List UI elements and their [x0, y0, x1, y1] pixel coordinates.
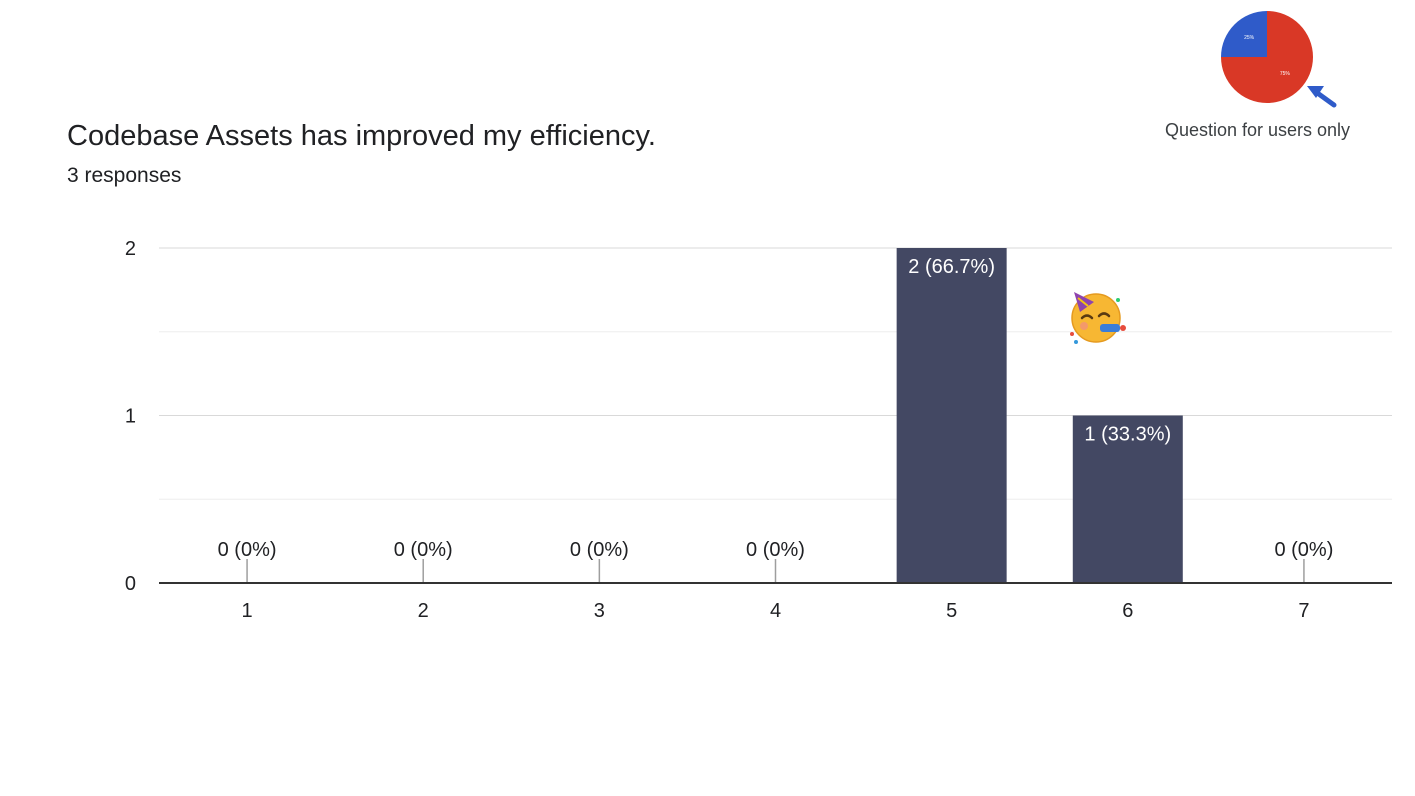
pie-slice	[1221, 11, 1267, 57]
y-tick-label: 1	[125, 406, 136, 428]
data-label: 2 (66.7%)	[908, 256, 995, 278]
gridlines	[159, 247, 1392, 500]
inset-caption: Question for users only	[1164, 120, 1351, 140]
x-tick-label: 7	[1298, 600, 1309, 622]
data-label: 0 (0%)	[218, 539, 277, 561]
x-tick-label: 1	[242, 600, 253, 622]
x-tick-label: 6	[1122, 600, 1133, 622]
x-tick-label: 4	[770, 600, 781, 622]
data-label: 0 (0%)	[746, 539, 805, 561]
data-label: 1 (33.3%)	[1084, 424, 1171, 446]
pie-labels: 75% 25%	[1244, 35, 1290, 77]
arrow-pointer-icon	[1307, 86, 1337, 108]
y-tick-label: 0	[125, 573, 136, 595]
question-title: Codebase Assets has improved my efficien…	[67, 120, 656, 152]
data-label: 0 (0%)	[394, 539, 453, 561]
x-tick-label: 5	[946, 600, 957, 622]
y-tick-label: 2	[125, 238, 136, 260]
bar	[896, 248, 1007, 583]
pie-slice-label: 75%	[1280, 71, 1291, 77]
x-tick-label: 2	[418, 600, 429, 622]
response-count: 3 responses	[67, 164, 182, 187]
pie-slice-label: 25%	[1244, 35, 1255, 41]
party-face-icon	[1070, 292, 1126, 344]
inset-pie-chart: 75% 25%	[1221, 11, 1337, 108]
inset-pie-annotation: 75% 25% Question for users only	[1150, 6, 1365, 146]
data-label: 0 (0%)	[1274, 539, 1333, 561]
x-tick-label: 3	[594, 600, 605, 622]
pie-slices	[1221, 11, 1313, 103]
data-label: 0 (0%)	[570, 539, 629, 561]
bar	[1072, 415, 1183, 583]
